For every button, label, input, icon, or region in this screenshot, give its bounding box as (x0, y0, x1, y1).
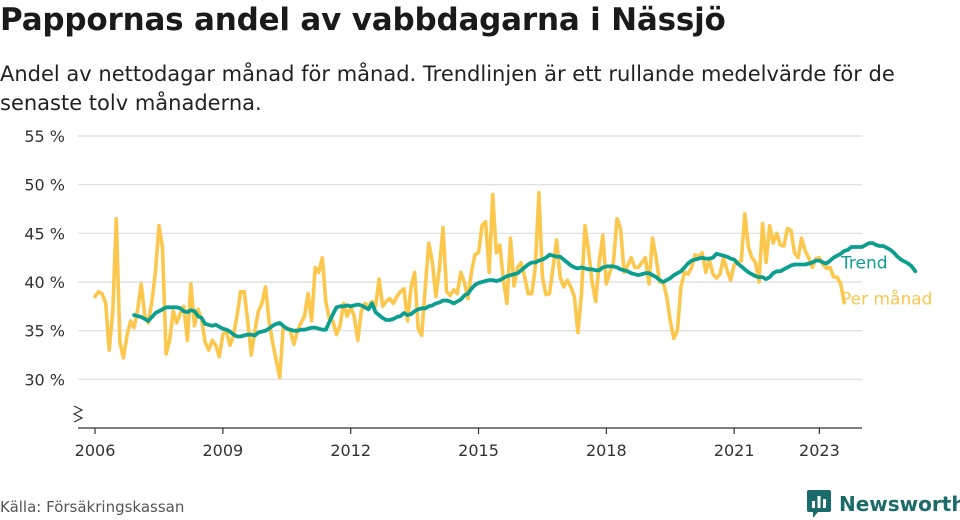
x-tick-label: 2021 (714, 441, 755, 460)
series-label-trend: Trend (840, 253, 888, 273)
x-tick-label: 2015 (458, 441, 499, 460)
x-tick-label: 2018 (586, 441, 627, 460)
source-note: Källa: Försäkringskassan (0, 498, 185, 516)
y-tick-label: 50 % (24, 176, 65, 195)
chart-subtitle: Andel av nettodagar månad för månad. Tre… (0, 62, 895, 115)
x-tick-label: 2023 (799, 441, 840, 460)
chart-title: Pappornas andel av vabbdagarna i Nässjö (0, 2, 726, 38)
y-tick-label: 55 % (24, 127, 65, 146)
x-tick-label: 2012 (330, 441, 371, 460)
series-line-trend (132, 241, 918, 339)
series-line-per-manad (93, 190, 846, 380)
y-tick-label: 40 % (24, 273, 65, 292)
newsworthy-icon (807, 490, 831, 518)
series-label-per-manad: Per månad (841, 288, 932, 309)
y-tick-label: 35 % (24, 322, 65, 341)
x-tick-label: 2006 (75, 441, 116, 460)
y-tick-label: 45 % (24, 224, 65, 243)
brand-logo: Newsworthy (806, 489, 960, 519)
brand-name: Newsworthy (839, 492, 960, 516)
y-tick-label: 30 % (24, 370, 65, 389)
axis-break-marker (72, 405, 84, 423)
x-tick-label: 2009 (203, 441, 244, 460)
